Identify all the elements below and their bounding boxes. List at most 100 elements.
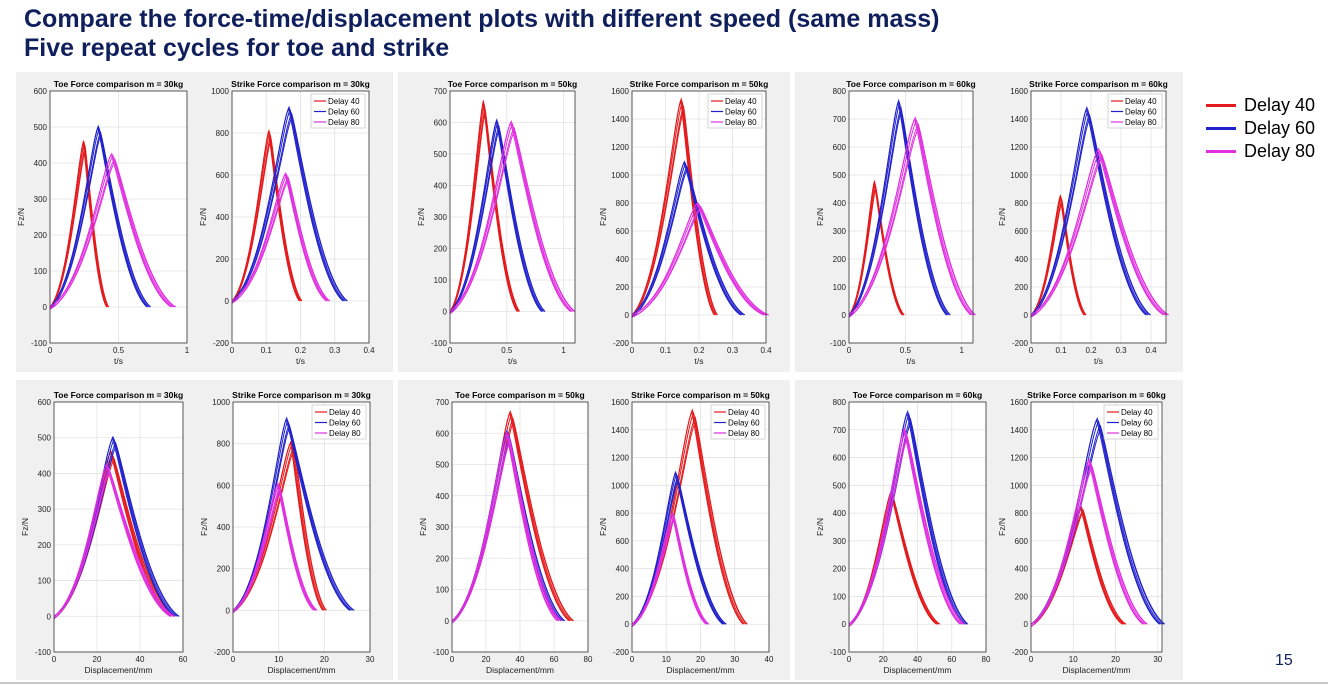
- series-line-delay-60-cycle-4: [631, 168, 746, 318]
- y-axis-label: Fz/N: [997, 518, 1007, 536]
- y-tick-label: 1200: [611, 143, 629, 152]
- chart-legend-label: Delay 80: [1121, 429, 1153, 438]
- x-axis-label: t/s: [296, 356, 305, 366]
- y-axis-label: Fz/N: [598, 208, 608, 226]
- chart-6: 0 0.1 0.2 0.3 0.4-20002004006008001000120014…: [997, 79, 1170, 366]
- series-line-delay-80-cycle-5: [49, 153, 172, 308]
- y-tick-label: 400: [1015, 255, 1029, 264]
- y-tick-label: 400: [217, 523, 231, 532]
- y-tick-label: 600: [833, 454, 847, 463]
- series-line-delay-80-cycle-4: [848, 126, 976, 318]
- chart-legend-label: Delay 40: [1121, 408, 1153, 417]
- series-line-delay-40-cycle-5: [631, 99, 715, 316]
- y-tick-label: 300: [436, 523, 450, 532]
- y-tick-label: -100: [31, 339, 48, 348]
- x-tick-label: 80: [584, 655, 593, 664]
- slide-title-line1: Compare the force-time/displacement plot…: [24, 5, 940, 33]
- y-tick-label: 400: [34, 159, 48, 168]
- x-tick-label: 0: [847, 655, 852, 664]
- y-tick-label: 700: [833, 426, 847, 435]
- x-tick-label: 30: [1153, 655, 1162, 664]
- y-tick-label: -100: [830, 648, 847, 657]
- chart-legend-label: Delay 60: [1121, 419, 1153, 428]
- chart-title: Toe Force comparison m = 30kg: [54, 79, 184, 89]
- y-tick-label: 0: [443, 308, 448, 317]
- series-line-delay-40-cycle-4: [848, 186, 905, 318]
- y-tick-label: 600: [1015, 537, 1029, 546]
- y-tick-label: 600: [216, 171, 230, 180]
- series-line-delay-40-cycle-5: [49, 142, 107, 308]
- series-line-delay-80-cycle-1: [1030, 150, 1167, 316]
- chart-legend-label: Delay 40: [328, 97, 360, 106]
- x-axis-label: Displacement/mm: [267, 665, 335, 675]
- chart-legend-label: Delay 80: [728, 429, 760, 438]
- x-axis-label: t/s: [114, 356, 123, 366]
- y-tick-label: 100: [434, 276, 448, 285]
- x-tick-label: 40: [516, 655, 525, 664]
- y-tick-label: 1000: [211, 87, 229, 96]
- x-tick-label: 60: [550, 655, 559, 664]
- legend-item-delay-80: Delay 80: [1206, 140, 1315, 163]
- legend-swatch-delay-40: [1206, 104, 1236, 107]
- x-tick-label: 40: [136, 655, 145, 664]
- y-tick-label: 1000: [611, 171, 629, 180]
- y-tick-label: 400: [1015, 565, 1029, 574]
- y-tick-label: 800: [833, 398, 847, 407]
- chart-title: Strike Force comparison m = 50kg: [631, 390, 770, 400]
- series-line-delay-40-cycle-4: [449, 110, 521, 314]
- plot-frame: [451, 401, 589, 653]
- x-tick-label: 0.4: [363, 346, 375, 355]
- x-axis-label: Displacement/mm: [666, 665, 734, 675]
- x-tick-label: 20: [1111, 655, 1120, 664]
- chart-title: Toe Force comparison m = 50kg: [455, 390, 585, 400]
- chart-title: Strike Force comparison m = 30kg: [231, 79, 370, 89]
- legend-swatch-delay-80: [1206, 150, 1236, 153]
- y-tick-label: 100: [38, 577, 52, 586]
- x-tick-label: 30: [366, 655, 375, 664]
- chart-title: Toe Force comparison m = 60kg: [853, 390, 983, 400]
- y-tick-label: 300: [434, 213, 448, 222]
- series-line-delay-80-cycle-4: [1030, 155, 1170, 318]
- chart-legend-label: Delay 60: [1125, 108, 1157, 117]
- y-tick-label: 0: [43, 303, 48, 312]
- x-tick-label: 20: [879, 655, 888, 664]
- series-line-delay-80-cycle-5: [451, 432, 558, 622]
- x-tick-label: 0: [48, 346, 53, 355]
- chart-4: 0 0.1 0.2 0.3 0.4-20002004006008001000120014…: [598, 79, 772, 366]
- x-tick-label: 20: [320, 655, 329, 664]
- y-tick-label: 400: [436, 492, 450, 501]
- chart-title: Strike Force comparison m = 30kg: [232, 390, 371, 400]
- y-tick-label: -200: [213, 339, 230, 348]
- y-tick-label: 800: [216, 129, 230, 138]
- slide-title-line2: Five repeat cycles for toe and strike: [24, 34, 450, 62]
- y-tick-label: 400: [216, 213, 230, 222]
- y-tick-label: 500: [833, 481, 847, 490]
- y-tick-label: 0: [445, 617, 450, 626]
- y-tick-label: 100: [833, 283, 847, 292]
- y-tick-label: 600: [833, 143, 847, 152]
- x-tick-label: 30: [730, 655, 739, 664]
- page-number: 15: [1275, 652, 1293, 669]
- x-tick-label: 0.3: [727, 346, 739, 355]
- x-tick-label: 0: [1029, 346, 1034, 355]
- series-line-delay-60-cycle-5: [1030, 108, 1147, 316]
- y-axis-label: Fz/N: [815, 208, 825, 226]
- chart-2: 0 0.1 0.2 0.3 0.4-20002004006008001000Strike…: [198, 79, 375, 366]
- series-line-delay-80-cycle-4: [631, 207, 769, 318]
- x-tick-label: 40: [765, 655, 774, 664]
- y-tick-label: -200: [613, 648, 630, 657]
- x-tick-label: 0.2: [693, 346, 705, 355]
- y-tick-label: -200: [613, 339, 630, 348]
- y-tick-label: 0: [842, 620, 847, 629]
- y-tick-label: 1600: [611, 87, 629, 96]
- plot-frame: [449, 90, 576, 344]
- y-tick-label: 500: [34, 123, 48, 132]
- series-line-delay-80-cycle-5: [848, 428, 961, 625]
- series-line-delay-60-cycle-4: [49, 133, 152, 310]
- legend-swatch-delay-60: [1206, 127, 1236, 130]
- series-line-delay-80-cycle-5: [631, 203, 764, 316]
- x-tick-label: 20: [93, 655, 102, 664]
- chart-legend-label: Delay 60: [329, 419, 361, 428]
